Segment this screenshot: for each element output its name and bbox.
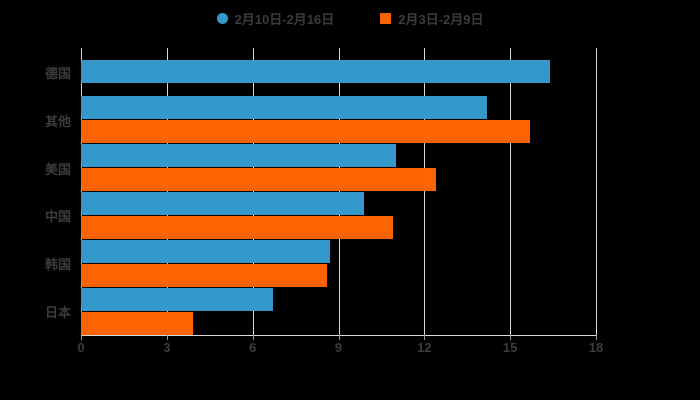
chart-legend: 2月10日-2月16日 2月3日-2月9日 — [0, 6, 700, 30]
x-tick-mark — [338, 335, 340, 340]
y-axis-line — [81, 48, 82, 335]
bar-series-b[interactable] — [81, 168, 436, 192]
bar-series-a[interactable] — [81, 144, 396, 168]
y-axis-labels: 德国其他美国中国韩国日本 — [0, 48, 71, 335]
y-axis-label: 韩国 — [44, 257, 71, 273]
bar-series-a[interactable] — [81, 96, 488, 120]
bar-series-b[interactable] — [81, 311, 193, 335]
bar-group — [81, 48, 596, 96]
x-tick-mark — [81, 335, 82, 340]
gridline — [424, 48, 426, 335]
legend-marker-square-icon — [380, 12, 392, 24]
bar-group — [81, 96, 596, 144]
bar-series-a[interactable] — [81, 239, 330, 263]
legend-item-series-a[interactable]: 2月10日-2月16日 — [216, 9, 335, 28]
y-axis-label: 德国 — [44, 65, 71, 81]
bar-series-b[interactable] — [81, 215, 393, 239]
bar-group — [81, 191, 596, 240]
plot-area — [81, 48, 597, 336]
bar-group — [81, 144, 596, 192]
gridline — [166, 48, 168, 335]
legend-label-series-b: 2月3日-2月9日 — [398, 11, 484, 27]
gridline — [510, 48, 512, 335]
x-axis-ticks: 0 3 6 9 12 15 18 — [77, 335, 604, 359]
bar-series-b[interactable] — [81, 263, 328, 287]
legend-item-series-b[interactable]: 2月3日-2月9日 — [380, 9, 483, 28]
x-tick-label: 3 — [163, 340, 171, 355]
x-tick-mark — [252, 335, 254, 340]
bar-series-a[interactable] — [81, 191, 365, 215]
gridline — [596, 48, 597, 335]
x-tick-label: 15 — [502, 340, 518, 355]
x-tick-label: 9 — [334, 340, 343, 355]
x-tick-label: 6 — [249, 340, 257, 355]
y-axis-label: 中国 — [44, 209, 71, 225]
y-axis-label: 其他 — [44, 113, 71, 129]
bar-series-b[interactable] — [81, 120, 531, 144]
bar-group — [81, 239, 596, 287]
x-tick-label: 12 — [417, 340, 432, 355]
gridline — [338, 48, 340, 335]
bar-series-a[interactable] — [81, 60, 551, 84]
gridline — [252, 48, 254, 335]
x-tick-mark — [510, 335, 512, 340]
x-tick-label: 0 — [77, 340, 85, 355]
y-axis-label: 日本 — [44, 305, 71, 321]
y-axis-label: 美国 — [44, 161, 71, 177]
x-tick-label: 18 — [588, 340, 604, 355]
legend-marker-circle-icon — [216, 12, 228, 24]
x-tick-mark — [596, 335, 597, 340]
x-tick-mark — [424, 335, 426, 340]
bar-group — [81, 287, 596, 335]
legend-label-series-a: 2月10日-2月16日 — [234, 11, 335, 27]
bar-series-a[interactable] — [81, 287, 273, 311]
x-tick-mark — [166, 335, 168, 340]
